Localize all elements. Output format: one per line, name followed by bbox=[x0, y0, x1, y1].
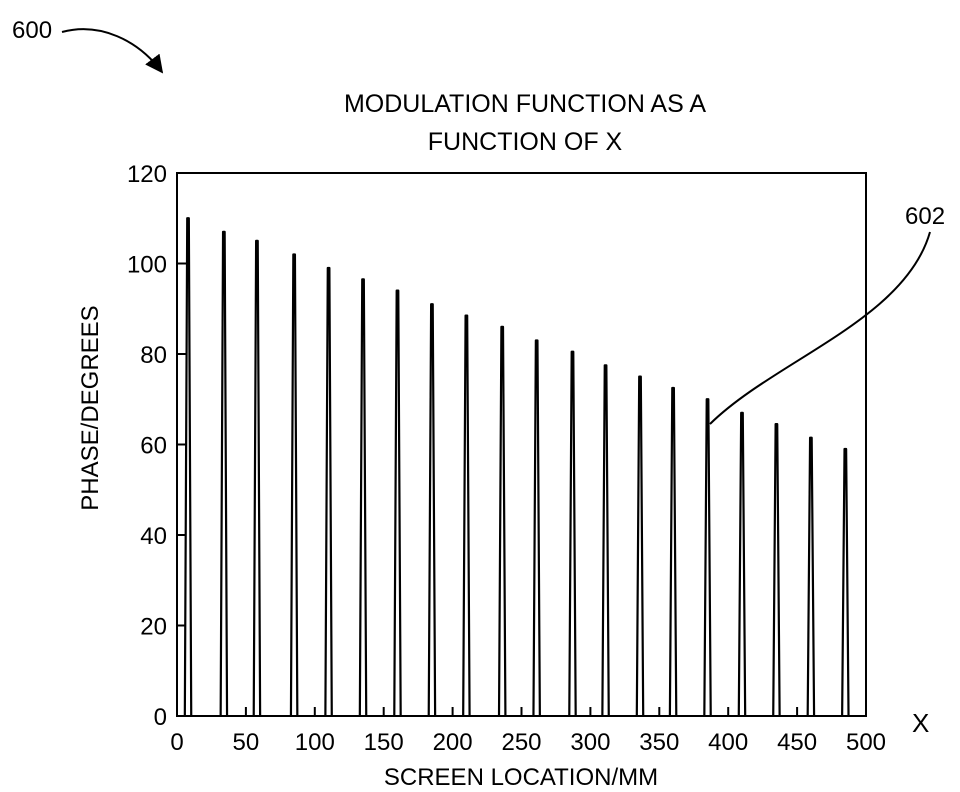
spike-12 bbox=[568, 350, 577, 717]
spike-19 bbox=[806, 436, 816, 717]
spike-18 bbox=[772, 423, 781, 717]
spike-9 bbox=[462, 314, 471, 717]
spike-16 bbox=[703, 398, 712, 717]
y-tick-label: 120 bbox=[127, 161, 167, 188]
y-axis-label: PHASE/DEGREES bbox=[77, 305, 104, 510]
plot-frame bbox=[176, 172, 867, 717]
y-axis-ticks: 0 20 40 60 80 100 120 bbox=[127, 161, 186, 731]
x-tick-label: 450 bbox=[777, 729, 817, 756]
x-tick-label: 250 bbox=[501, 729, 541, 756]
x-tick-label: 200 bbox=[433, 729, 473, 756]
y-tick-label: 20 bbox=[140, 614, 167, 641]
spike-15 bbox=[668, 386, 678, 717]
x-axis-ticks: 0 50 100 150 200 250 300 350 400 450 500 bbox=[170, 707, 886, 756]
x-tick-label: 150 bbox=[364, 729, 404, 756]
callout-leader-line bbox=[709, 231, 931, 425]
x-tick-label: 100 bbox=[295, 729, 335, 756]
spike-1 bbox=[183, 217, 193, 717]
y-tick-label: 80 bbox=[140, 342, 167, 369]
spike-3 bbox=[252, 239, 262, 717]
x-tick-label: 50 bbox=[233, 729, 260, 756]
x-axis-symbol: X bbox=[912, 708, 929, 738]
spike-17 bbox=[737, 411, 747, 717]
figure-ref-label: 600 bbox=[12, 17, 52, 44]
chart-title-line-2: FUNCTION OF X bbox=[428, 128, 623, 156]
spike-4 bbox=[289, 253, 299, 717]
x-tick-label: 0 bbox=[170, 729, 183, 756]
chart-title-line-1: MODULATION FUNCTION AS A bbox=[344, 90, 706, 118]
series-spikes bbox=[183, 217, 850, 717]
spike-20 bbox=[841, 447, 850, 717]
spike-10 bbox=[497, 325, 507, 717]
x-tick-label: 300 bbox=[570, 729, 610, 756]
y-tick-label: 60 bbox=[140, 433, 167, 460]
spike-13 bbox=[601, 364, 610, 717]
spike-7 bbox=[393, 289, 402, 717]
y-tick-label: 40 bbox=[140, 523, 167, 550]
x-tick-label: 400 bbox=[708, 729, 748, 756]
spike-8 bbox=[427, 303, 437, 717]
y-tick-label: 0 bbox=[154, 704, 167, 731]
spike-6 bbox=[358, 278, 368, 717]
x-axis-label: SCREEN LOCATION/MM bbox=[384, 764, 658, 791]
x-tick-label: 500 bbox=[846, 729, 886, 756]
spike-11 bbox=[532, 339, 541, 717]
spike-5 bbox=[324, 266, 333, 717]
spike-2 bbox=[219, 230, 229, 717]
callout-label: 602 bbox=[905, 203, 945, 230]
x-tick-label: 350 bbox=[639, 729, 679, 756]
spike-14 bbox=[635, 375, 645, 717]
y-tick-label: 100 bbox=[127, 252, 167, 279]
figure-ref-arrow bbox=[61, 28, 164, 74]
